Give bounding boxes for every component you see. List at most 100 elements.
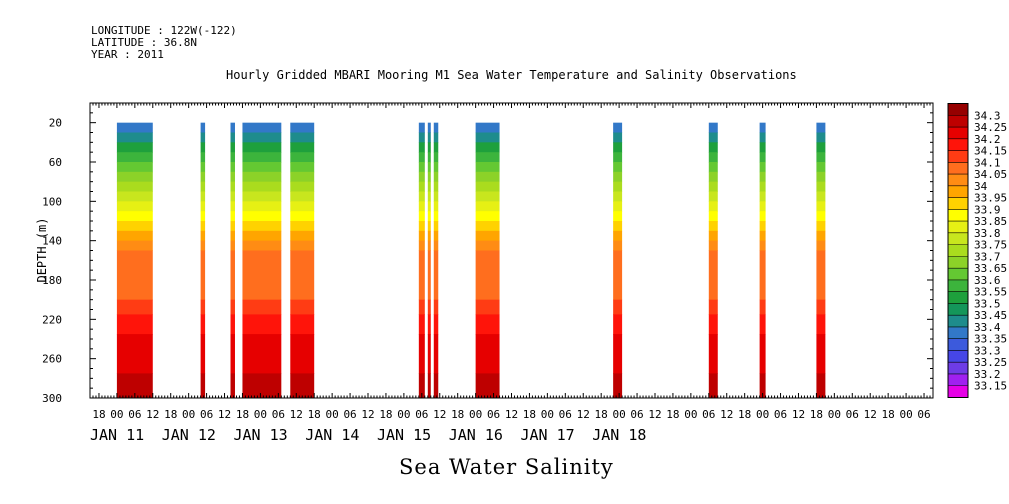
salinity-cell bbox=[433, 211, 439, 222]
salinity-cell bbox=[418, 201, 425, 212]
colorbar-swatch bbox=[948, 373, 968, 387]
salinity-cell bbox=[433, 191, 439, 202]
longitude-label: LONGITUDE : 122W(-122) bbox=[91, 24, 237, 37]
salinity-cell bbox=[759, 162, 766, 173]
data-segment bbox=[708, 122, 718, 399]
salinity-cell bbox=[116, 334, 153, 374]
salinity-cell bbox=[427, 334, 431, 374]
salinity-cell bbox=[290, 250, 315, 301]
salinity-cell bbox=[475, 334, 500, 374]
x-hour-label: 06 bbox=[630, 408, 643, 421]
x-hour-label: 12 bbox=[146, 408, 159, 421]
salinity-cell bbox=[433, 201, 439, 212]
colorbar-label: 34.2 bbox=[974, 133, 1001, 146]
salinity-cell bbox=[816, 122, 826, 133]
x-day-label: JAN 13 bbox=[233, 426, 287, 444]
y-tick-label: 220 bbox=[42, 313, 62, 326]
salinity-cell bbox=[433, 221, 439, 232]
salinity-cell bbox=[708, 299, 718, 315]
salinity-cell bbox=[433, 162, 439, 173]
salinity-cell bbox=[230, 211, 235, 222]
colorbar-swatch bbox=[948, 303, 968, 316]
data-segment bbox=[759, 122, 766, 399]
salinity-cell bbox=[116, 171, 153, 183]
salinity-cell bbox=[759, 181, 766, 192]
salinity-cell bbox=[116, 162, 153, 173]
x-day-label: JAN 14 bbox=[305, 426, 359, 444]
salinity-cell bbox=[759, 132, 766, 143]
salinity-cell bbox=[433, 132, 439, 143]
salinity-cell bbox=[116, 201, 153, 212]
colorbar-swatch bbox=[948, 162, 968, 175]
salinity-cell bbox=[816, 250, 826, 301]
salinity-cell bbox=[613, 314, 623, 335]
colorbar-swatch bbox=[948, 221, 968, 234]
salinity-cell bbox=[433, 122, 439, 133]
salinity-cell bbox=[613, 230, 623, 242]
plot-area bbox=[116, 122, 826, 399]
salinity-cell bbox=[613, 334, 623, 374]
x-axis-title: Sea Water Salinity bbox=[399, 455, 614, 479]
data-segment bbox=[230, 122, 235, 399]
x-hour-label: 12 bbox=[290, 408, 303, 421]
salinity-cell bbox=[230, 201, 235, 212]
colorbar-label: 34.1 bbox=[974, 156, 1001, 169]
salinity-cell bbox=[230, 250, 235, 301]
salinity-cell bbox=[433, 181, 439, 192]
x-hour-label: 12 bbox=[792, 408, 805, 421]
salinity-cell bbox=[433, 373, 439, 399]
salinity-cell bbox=[242, 334, 282, 374]
colorbar: 33.1533.233.2533.333.3533.433.4533.533.5… bbox=[947, 103, 1007, 398]
colorbar-swatch bbox=[948, 362, 968, 375]
salinity-cell bbox=[290, 142, 315, 153]
salinity-cell bbox=[230, 152, 235, 163]
colorbar-swatch bbox=[948, 315, 968, 328]
salinity-cell bbox=[759, 299, 766, 315]
salinity-cell bbox=[116, 314, 153, 335]
y-tick-label: 300 bbox=[42, 392, 62, 405]
colorbar-label: 33.55 bbox=[974, 286, 1007, 299]
salinity-cell bbox=[708, 132, 718, 143]
salinity-cell bbox=[418, 122, 425, 133]
salinity-cell bbox=[230, 142, 235, 153]
salinity-cell bbox=[242, 230, 282, 242]
colorbar-swatch bbox=[948, 350, 968, 363]
salinity-cell bbox=[759, 250, 766, 301]
x-hour-label: 06 bbox=[343, 408, 356, 421]
salinity-cell bbox=[759, 334, 766, 374]
salinity-cell bbox=[200, 142, 206, 153]
salinity-cell bbox=[708, 122, 718, 133]
colorbar-label: 33.2 bbox=[974, 368, 1001, 381]
y-tick-label: 60 bbox=[49, 156, 62, 169]
salinity-cell bbox=[475, 122, 500, 133]
salinity-cell bbox=[116, 132, 153, 143]
y-tick-label: 260 bbox=[42, 353, 62, 366]
x-day-label: JAN 16 bbox=[449, 426, 503, 444]
salinity-cell bbox=[290, 299, 315, 315]
salinity-cell bbox=[427, 142, 431, 153]
salinity-cell bbox=[427, 230, 431, 242]
colorbar-label: 34.15 bbox=[974, 145, 1007, 158]
salinity-cell bbox=[708, 191, 718, 202]
salinity-cell bbox=[200, 299, 206, 315]
colorbar-label: 33.8 bbox=[974, 227, 1001, 240]
salinity-cell bbox=[200, 132, 206, 143]
data-segment bbox=[290, 122, 315, 399]
data-segment bbox=[200, 122, 206, 399]
salinity-cell bbox=[290, 171, 315, 183]
salinity-cell bbox=[708, 181, 718, 192]
salinity-cell bbox=[759, 142, 766, 153]
salinity-cell bbox=[230, 221, 235, 232]
salinity-cell bbox=[759, 122, 766, 133]
colorbar-label: 33.35 bbox=[974, 333, 1007, 346]
salinity-cell bbox=[116, 221, 153, 232]
colorbar-label: 33.6 bbox=[974, 274, 1001, 287]
colorbar-swatch bbox=[948, 103, 968, 116]
salinity-cell bbox=[708, 201, 718, 212]
salinity-cell bbox=[116, 181, 153, 192]
salinity-cell bbox=[613, 201, 623, 212]
salinity-cell bbox=[242, 250, 282, 301]
y-tick-label: 100 bbox=[42, 195, 62, 208]
salinity-cell bbox=[613, 142, 623, 153]
salinity-cell bbox=[759, 191, 766, 202]
